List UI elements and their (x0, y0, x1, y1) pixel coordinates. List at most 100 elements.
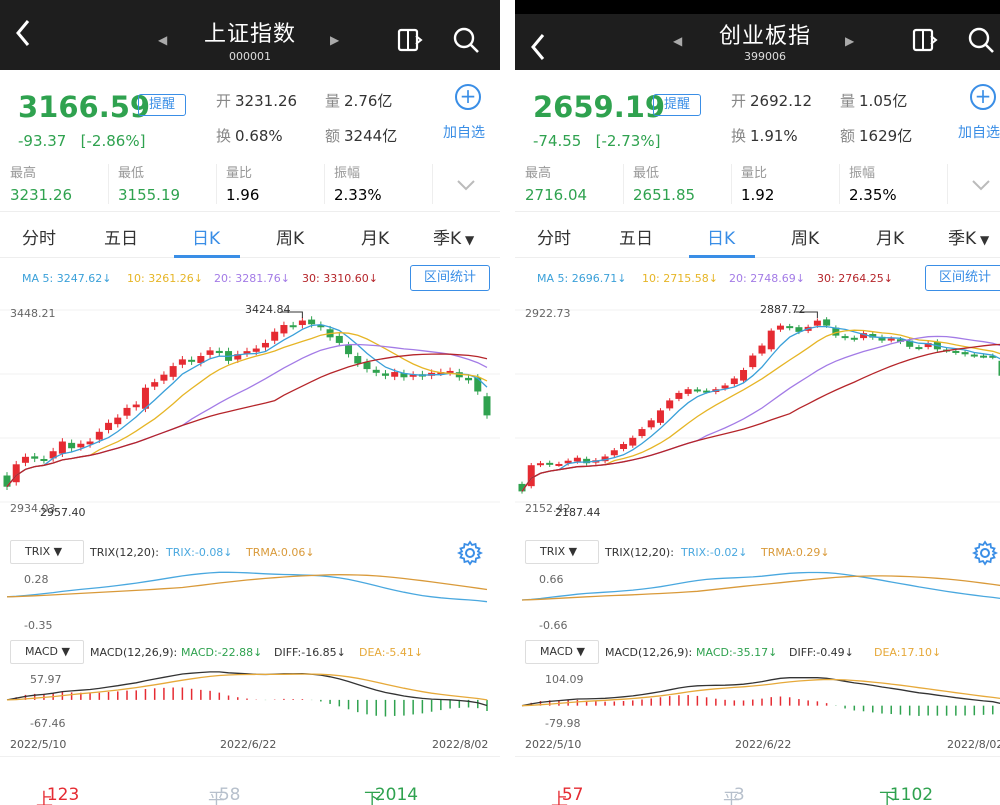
candlestick (583, 456, 591, 466)
tab-weekly-k[interactable]: 周K (791, 229, 820, 249)
trix-value: TRIX:-0.02↓ (681, 546, 748, 559)
trma-value: TRMA:0.29↓ (761, 546, 830, 559)
candlestick (40, 455, 48, 464)
add-watchlist-button[interactable]: 加自选 (443, 125, 485, 141)
macd-selector[interactable]: MACD ▼ (525, 640, 599, 664)
turnover-value: 1.91% (750, 127, 798, 145)
stat-volume-ratio: 量比 1.96 (216, 156, 324, 208)
quote-summary: 2659.19 提醒 -74.55 [-2.73%] 开 2692.12 量 1.0… (515, 70, 1000, 212)
index-title: 上证指数 (203, 22, 296, 47)
candlestick (271, 328, 279, 345)
trix-selector[interactable]: TRIX ▼ (525, 540, 599, 564)
candlestick (730, 376, 738, 387)
tab-monthly-k[interactable]: 月K (361, 229, 390, 249)
macd-header: MACD ▼ MACD(12,26,9): MACD:-35.17↓ DIFF:… (515, 640, 1000, 666)
triangle-left-icon[interactable]: ◀ (158, 33, 168, 47)
range-stats-button[interactable]: 区间统计 (925, 265, 1000, 291)
date-label: 2022/5/10 (525, 738, 582, 751)
candlestick (693, 387, 701, 393)
candlestick (610, 448, 618, 458)
volume-label: 量 (840, 92, 856, 110)
ma5-value: MA 5: 2696.71↓ (537, 272, 627, 285)
candlestick (518, 481, 526, 494)
tab-quarterly-k[interactable]: 季K ▼ (433, 224, 474, 249)
range-stats-button[interactable]: 区间统计 (410, 265, 490, 291)
ma5-line (521, 325, 1000, 492)
open-label: 开 (216, 92, 232, 110)
plus-circle-icon[interactable]: + (455, 84, 481, 110)
tab-five-day[interactable]: 五日 (104, 229, 138, 249)
kline-chart[interactable] (0, 296, 500, 530)
stat-low: 最低 3155.19 (108, 156, 216, 208)
tab-daily-k[interactable]: 日K (707, 229, 736, 249)
trix-params: TRIX(12,20): (605, 546, 674, 559)
add-watchlist-button[interactable]: 加自选 (958, 125, 1000, 141)
date-axis: 2022/5/10 2022/6/22 2022/8/02 (0, 738, 500, 752)
selector-label: TRIX (25, 545, 51, 558)
search-icon[interactable] (967, 26, 995, 54)
macd-value: MACD:-35.17↓ (696, 646, 778, 659)
stat-value: 1.92 (741, 186, 775, 204)
header-bar: ◀ 上证指数 000001 ▶ (0, 0, 500, 70)
search-icon[interactable] (452, 26, 480, 54)
triangle-right-icon[interactable]: ▶ (845, 34, 855, 48)
advancers-label: 上涨 (36, 790, 53, 805)
candlestick (446, 367, 454, 376)
price-change: -74.55 [-2.73%] (533, 132, 660, 150)
candlestick (629, 435, 637, 448)
split-panel-icon[interactable] (911, 26, 939, 54)
candlestick (869, 331, 877, 340)
trix-line (521, 571, 1000, 601)
selector-label: TRIX (540, 545, 566, 558)
stat-value: 2.35% (849, 186, 897, 204)
turnover-value: 0.68% (235, 127, 283, 145)
candlestick (49, 447, 57, 462)
triangle-left-icon[interactable]: ◀ (673, 34, 683, 48)
kline-chart[interactable] (515, 296, 1000, 530)
macd-selector[interactable]: MACD ▼ (10, 640, 84, 664)
date-label: 2022/8/02 (947, 738, 1000, 751)
unchanged: 平盘 3家 (723, 771, 745, 805)
chevron-left-icon[interactable] (14, 18, 32, 54)
candlestick (915, 344, 923, 351)
stat-volume-ratio: 量比 1.92 (731, 156, 839, 208)
dea-line (521, 678, 1000, 707)
candlestick (961, 349, 969, 357)
gear-icon[interactable] (971, 540, 999, 566)
trix-selector[interactable]: TRIX ▼ (10, 540, 84, 564)
date-label: 2022/6/22 (220, 738, 277, 751)
candlestick (409, 371, 417, 381)
triangle-right-icon[interactable]: ▶ (330, 33, 340, 47)
tab-monthly-k[interactable]: 月K (876, 229, 905, 249)
remind-button[interactable]: 提醒 (138, 94, 186, 116)
candlestick (132, 401, 140, 411)
index-code: 399006 (744, 50, 786, 63)
header-bar: ◀ 创业板指 399006 ▶ (515, 14, 1000, 70)
tab-quarterly-k[interactable]: 季K ▼ (948, 224, 989, 249)
tab-five-day[interactable]: 五日 (619, 229, 653, 249)
chevron-left-icon[interactable] (529, 32, 547, 68)
candlestick (536, 460, 544, 468)
stat-label: 量比 (226, 166, 253, 181)
plus-circle-icon[interactable]: + (970, 84, 996, 110)
diff-line (521, 677, 1000, 707)
decliners: 下跌 2014家 (364, 771, 418, 805)
tab-weekly-k[interactable]: 周K (276, 229, 305, 249)
stat-value: 3231.26 (10, 186, 73, 204)
chevron-down-icon[interactable] (971, 176, 991, 195)
peak-marker (280, 311, 303, 318)
remind-button[interactable]: 提醒 (653, 94, 701, 116)
trough-label: 2187.44 (555, 506, 601, 519)
tab-intraday[interactable]: 分时 (22, 229, 56, 249)
trma-value: TRMA:0.06↓ (246, 546, 315, 559)
trix-chart (521, 571, 1000, 601)
tab-daily-k[interactable]: 日K (192, 229, 221, 249)
split-panel-icon[interactable] (396, 26, 424, 54)
tab-intraday[interactable]: 分时 (537, 229, 571, 249)
gear-icon[interactable] (456, 540, 484, 566)
chevron-down-icon[interactable] (456, 176, 476, 195)
volume-value: 1.05亿 (859, 92, 908, 110)
trix-value: TRIX:-0.08↓ (166, 546, 233, 559)
status-bar-strip (515, 0, 1000, 14)
amount: 额 3244亿 (325, 125, 397, 146)
